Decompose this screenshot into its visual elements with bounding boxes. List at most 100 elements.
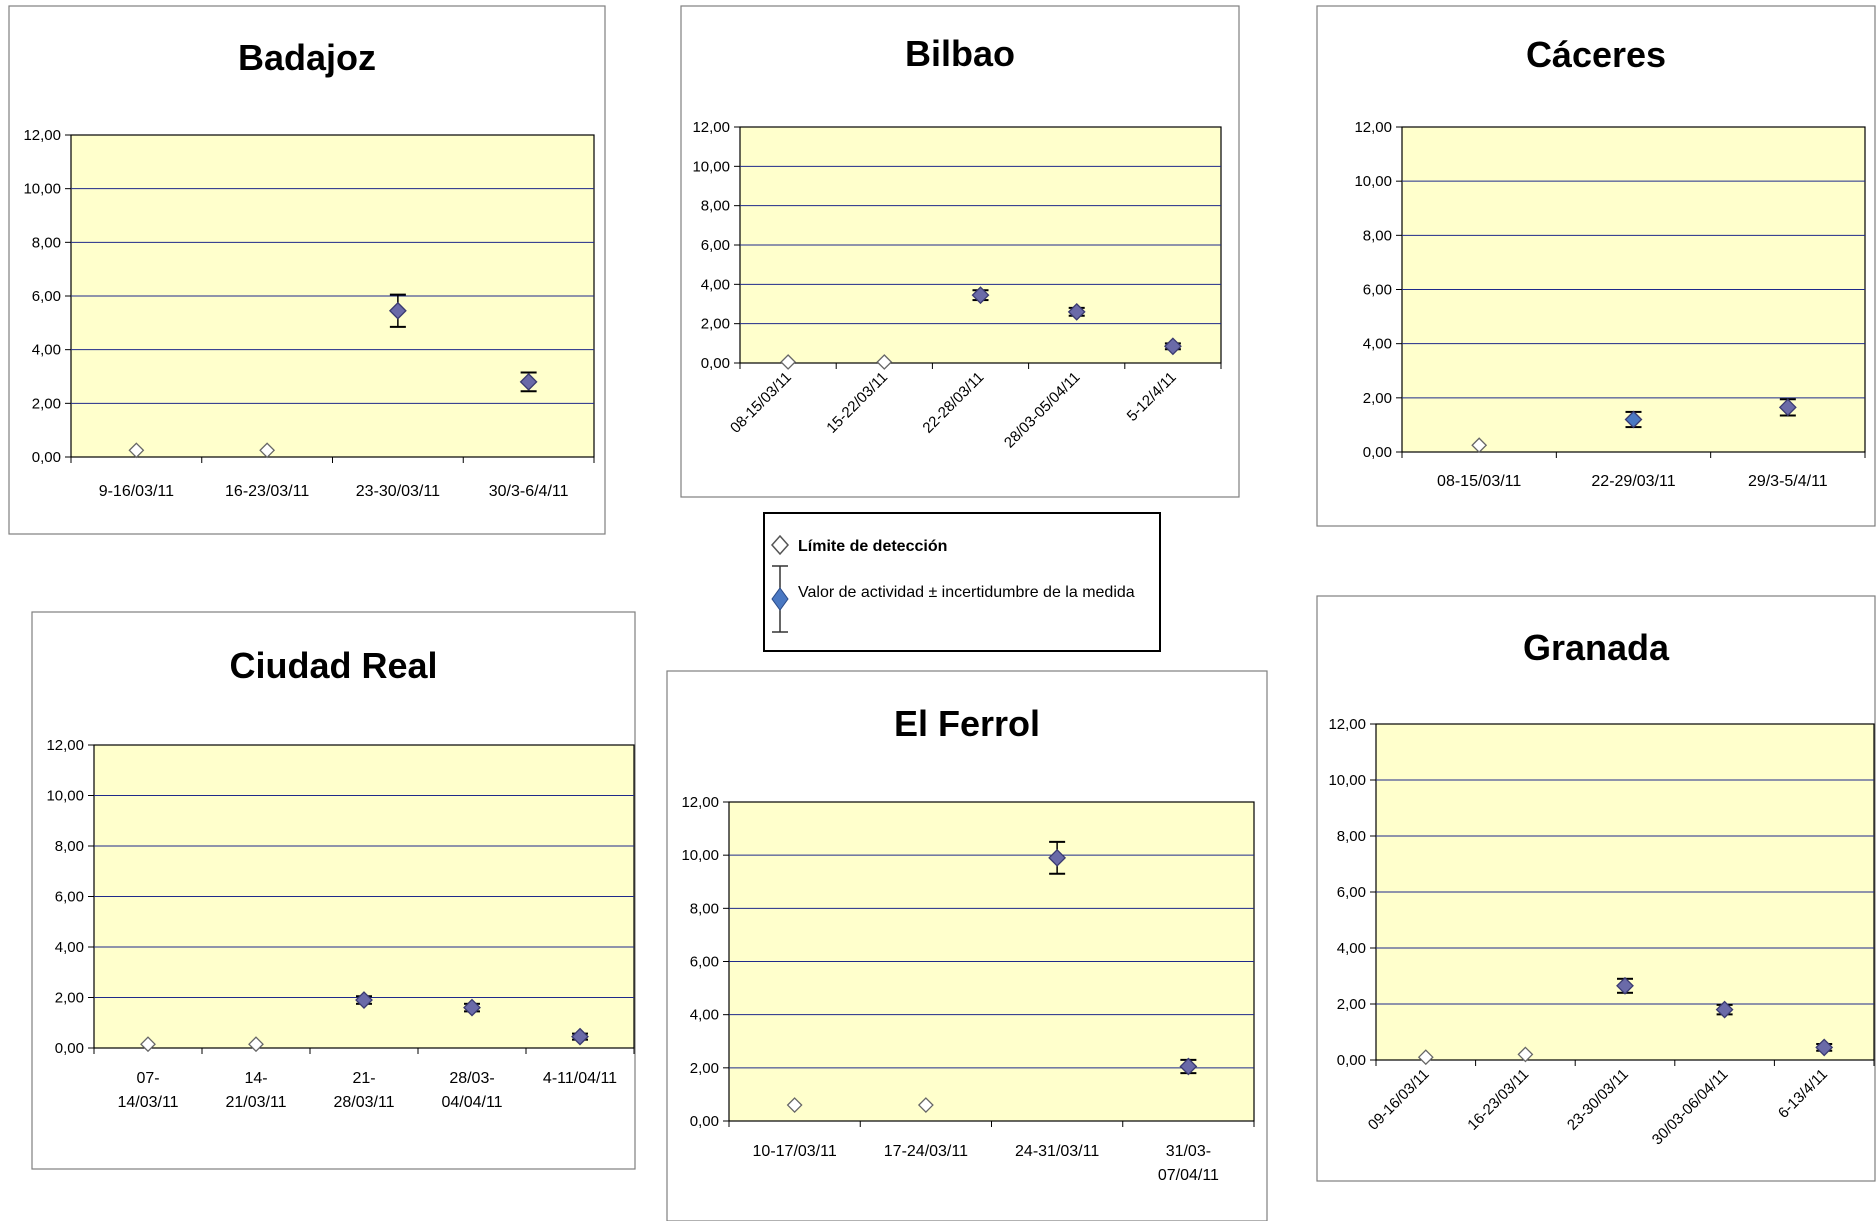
y-tick-label: 4,00 <box>1337 940 1366 957</box>
detection-limit-point <box>780 354 797 370</box>
activity-value-point <box>1715 1000 1734 1019</box>
detection-limit-point <box>259 442 276 459</box>
activity-value-point <box>1067 302 1086 321</box>
x-tick-label: 08-15/03/11 <box>1437 473 1521 490</box>
activity-value-point <box>1815 1038 1834 1057</box>
legend-frame <box>763 512 1161 652</box>
chart-el-ferrol: El Ferrol 0,00 2,00 4,00 6,00 8,00 10,00 12,00 1… <box>666 670 1268 1221</box>
legend-detection-limit-label: Límite de detección <box>798 538 947 555</box>
detection-limit-point <box>917 1097 934 1113</box>
y-tick-label: 12,00 <box>46 737 84 754</box>
y-tick-label: 4,00 <box>55 939 84 956</box>
y-tick-label: 6,00 <box>1337 884 1366 901</box>
activity-value-point <box>388 301 407 320</box>
y-tick-label: 0,00 <box>32 449 61 466</box>
y-tick-label: 2,00 <box>701 316 730 333</box>
y-tick-label: 4,00 <box>690 1007 719 1024</box>
x-tick-label: 4-11/04/11 <box>543 1070 617 1087</box>
y-tick-label: 2,00 <box>690 1060 719 1077</box>
y-tick-label: 12,00 <box>1328 716 1366 733</box>
x-tick-label: 28/03- <box>449 1070 494 1087</box>
x-tick-label: 14/03/11 <box>117 1094 178 1111</box>
y-tick-label: 8,00 <box>690 900 719 917</box>
activity-value-point <box>463 998 481 1017</box>
detection-limit-point <box>1417 1049 1434 1066</box>
y-tick-label: 4,00 <box>1363 336 1392 353</box>
chart-granada: Granada0,002,004,006,008,0010,0012,0009-… <box>1316 595 1876 1182</box>
y-tick-label: 0,00 <box>1363 444 1392 461</box>
legend-open-diamond-icon <box>770 534 790 556</box>
y-tick-label: 2,00 <box>55 990 84 1007</box>
activity-value-point <box>355 991 373 1009</box>
y-tick-label: 10,00 <box>1354 173 1392 190</box>
y-tick-label: 10,00 <box>1328 772 1366 789</box>
x-tick-label: 16-23/03/11 <box>225 483 309 500</box>
x-tick-label: 21- <box>352 1070 375 1087</box>
activity-value-point <box>571 1027 589 1046</box>
chart-title: Bilbao <box>905 33 1015 74</box>
y-tick-label: 2,00 <box>32 395 61 412</box>
y-tick-label: 6,00 <box>32 288 61 305</box>
chart-title: Granada <box>1523 627 1670 668</box>
x-tick-label: 17-24/03/11 <box>884 1143 968 1160</box>
chart-title: El Ferrol <box>894 703 1040 744</box>
chart-title: Cáceres <box>1526 34 1666 75</box>
y-tick-label: 6,00 <box>55 889 84 906</box>
detection-limit-point <box>876 354 893 370</box>
x-tick-label: 04/04/11 <box>441 1094 502 1111</box>
y-tick-label: 8,00 <box>55 838 84 855</box>
y-tick-label: 12,00 <box>681 794 719 811</box>
y-tick-label: 4,00 <box>32 342 61 359</box>
y-tick-label: 2,00 <box>1363 390 1392 407</box>
x-tick-label: 29/3-5/4/11 <box>1748 473 1828 490</box>
x-tick-label: 9-16/03/11 <box>99 483 174 500</box>
x-tick-label: 14- <box>244 1070 267 1087</box>
x-tick-label: 07- <box>136 1070 159 1087</box>
detection-limit-point <box>248 1036 264 1053</box>
x-tick-label: 30/3-6/4/11 <box>489 483 569 500</box>
y-tick-label: 4,00 <box>701 276 730 293</box>
y-tick-label: 8,00 <box>1337 828 1366 845</box>
y-tick-label: 8,00 <box>701 198 730 215</box>
detection-limit-point <box>140 1036 156 1053</box>
activity-value-point <box>971 286 990 305</box>
y-tick-label: 0,00 <box>701 355 730 372</box>
chart-caceres: Cáceres 0,00 2,00 4,00 6,00 8,00 10,00 12,00 08-… <box>1316 5 1876 527</box>
charts-layer: Badajoz 0,00 2,00 4,00 6,00 8,00 10,00 12,00 9-1… <box>8 5 1876 1221</box>
detection-limit-point <box>1517 1046 1534 1063</box>
chart-title: Badajoz <box>238 37 376 78</box>
y-tick-label: 12,00 <box>692 119 730 136</box>
y-tick-label: 0,00 <box>1337 1052 1366 1069</box>
legend-box: Límite de detección Valor de actividad ±… <box>763 512 1161 652</box>
chart-title: Ciudad Real <box>229 645 437 686</box>
x-tick-label: 21/03/11 <box>225 1094 286 1111</box>
y-tick-label: 8,00 <box>1363 227 1392 244</box>
chart-bilbao: Bilbao0,002,004,006,008,0010,0012,0008-1… <box>680 5 1240 498</box>
y-tick-label: 2,00 <box>1337 996 1366 1013</box>
chart-ciudad-real: Ciudad Real 0,00 2,00 4,00 6,00 8,00 10,00 12,0… <box>31 611 636 1170</box>
detection-limit-point <box>786 1097 803 1113</box>
x-tick-label: 23-30/03/11 <box>356 483 440 500</box>
legend-filled-diamond-icon <box>771 587 789 611</box>
x-tick-label: 10-17/03/11 <box>753 1143 837 1160</box>
x-tick-label: 22-29/03/11 <box>1591 473 1675 490</box>
activity-value-point <box>1624 410 1643 429</box>
activity-value-point <box>1616 976 1634 995</box>
detection-limit-point <box>128 442 145 459</box>
y-tick-label: 6,00 <box>1363 282 1392 299</box>
detection-limit-point <box>1471 437 1488 454</box>
y-tick-label: 8,00 <box>32 234 61 251</box>
y-tick-label: 6,00 <box>701 237 730 254</box>
y-tick-label: 12,00 <box>23 127 61 144</box>
x-tick-label: 31/03- <box>1166 1143 1211 1160</box>
activity-value-point <box>1163 337 1182 356</box>
y-tick-label: 12,00 <box>1354 119 1392 136</box>
y-tick-label: 6,00 <box>690 954 719 971</box>
x-tick-label: 07/04/11 <box>1158 1167 1219 1184</box>
activity-value-point <box>1778 398 1797 417</box>
legend-activity-value-label: Valor de actividad ± incertidumbre de la… <box>798 584 1135 601</box>
activity-value-point <box>519 372 538 391</box>
activity-value-point <box>1048 848 1067 867</box>
y-tick-label: 10,00 <box>692 158 730 175</box>
